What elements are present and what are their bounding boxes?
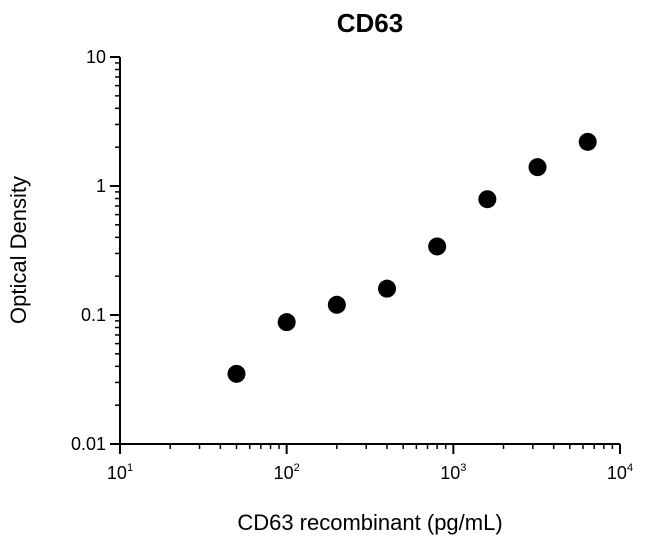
x-axis-label: CD63 recombinant (pg/mL) xyxy=(237,510,503,535)
data-point xyxy=(478,190,497,209)
data-point xyxy=(277,313,296,332)
y-tick-label: 10 xyxy=(86,47,106,67)
y-tick-label: 1 xyxy=(96,176,106,196)
y-tick-label: 0.1 xyxy=(81,305,106,325)
data-point xyxy=(327,295,346,314)
x-tick-label: 102 xyxy=(274,462,300,483)
x-tick-label: 101 xyxy=(107,462,133,483)
x-tick-label: 103 xyxy=(440,462,466,483)
data-point xyxy=(378,279,397,298)
x-tick-label-exponent: 4 xyxy=(627,462,633,474)
data-point xyxy=(578,132,597,151)
data-point xyxy=(428,237,447,256)
x-tick-label-exponent: 1 xyxy=(127,462,133,474)
x-tick-label-base: 10 xyxy=(607,463,627,483)
data-point xyxy=(227,364,246,383)
x-tick-label-base: 10 xyxy=(107,463,127,483)
chart-title: CD63 xyxy=(336,8,404,38)
x-tick-label-base: 10 xyxy=(440,463,460,483)
y-axis-label: Optical Density xyxy=(6,176,31,324)
x-tick-label-base: 10 xyxy=(274,463,294,483)
y-tick-label: 0.01 xyxy=(71,434,106,454)
data-point xyxy=(528,158,547,177)
x-tick-label-exponent: 3 xyxy=(460,462,466,474)
x-tick-label: 104 xyxy=(607,462,633,483)
x-tick-label-exponent: 2 xyxy=(294,462,300,474)
